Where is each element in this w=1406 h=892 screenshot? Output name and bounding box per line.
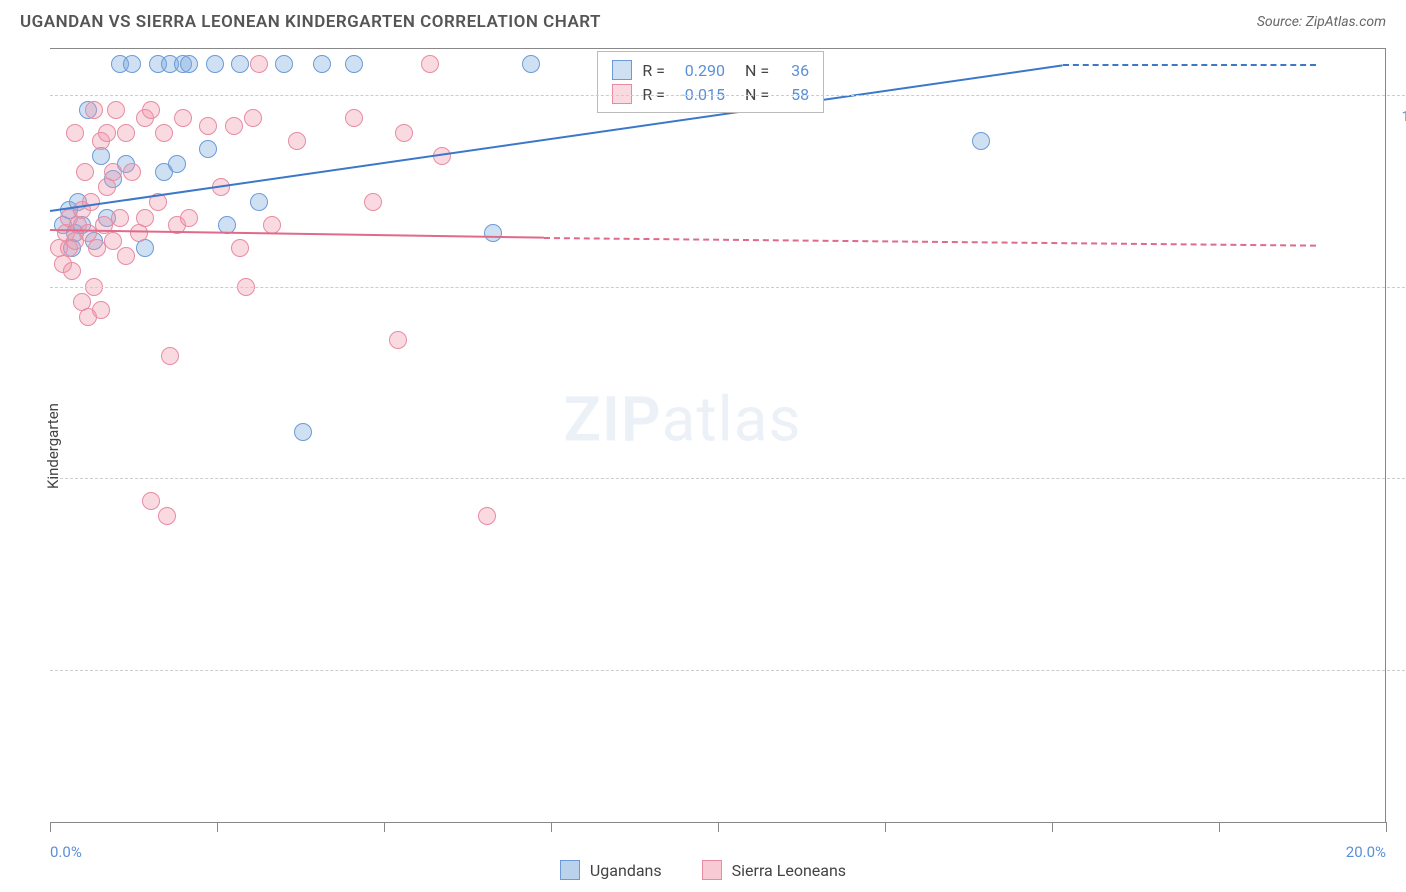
- scatter-point: [199, 117, 217, 135]
- scatter-point: [180, 55, 198, 73]
- scatter-point: [522, 55, 540, 73]
- scatter-point: [395, 124, 413, 142]
- x-tick-label: 0.0%: [50, 843, 82, 861]
- scatter-point: [250, 55, 268, 73]
- chart-title: UGANDAN VS SIERRA LEONEAN KINDERGARTEN C…: [20, 12, 601, 32]
- scatter-point: [98, 178, 116, 196]
- x-tick: [551, 822, 552, 832]
- scatter-point: [225, 117, 243, 135]
- stat-n-label: N =: [745, 61, 769, 80]
- scatter-point: [123, 163, 141, 181]
- gridline: [50, 478, 1406, 479]
- trend-line-dashed: [1063, 64, 1316, 66]
- scatter-point: [98, 124, 116, 142]
- scatter-point: [123, 55, 141, 73]
- x-axis: 0.0%20.0%: [50, 822, 1386, 852]
- scatter-point: [130, 224, 148, 242]
- y-tick-label: 100.0%: [1392, 109, 1406, 125]
- scatter-point: [155, 124, 173, 142]
- watermark: ZIPatlas: [564, 384, 802, 457]
- scatter-point: [231, 55, 249, 73]
- scatter-point: [345, 109, 363, 127]
- legend-label: Sierra Leoneans: [732, 861, 846, 880]
- legend-label: Ugandans: [590, 861, 662, 880]
- gridline: [50, 287, 1406, 288]
- trend-line: [50, 229, 544, 239]
- legend-swatch: [560, 860, 580, 880]
- scatter-point: [168, 155, 186, 173]
- scatter-point: [142, 492, 160, 510]
- trend-line: [50, 64, 1063, 212]
- scatter-point: [972, 132, 990, 150]
- scatter-point: [345, 55, 363, 73]
- stat-r-value: 0.290: [675, 61, 725, 80]
- y-tick-label: 97.5%: [1392, 301, 1406, 317]
- stat-n-value: 36: [779, 61, 809, 80]
- scatter-point: [107, 101, 125, 119]
- stats-box: R =0.290N =36R =-0.015N =58: [597, 51, 824, 113]
- scatter-point: [104, 163, 122, 181]
- scatter-point: [117, 124, 135, 142]
- gridline: [50, 95, 1406, 96]
- x-tick: [50, 822, 51, 832]
- scatter-point: [117, 247, 135, 265]
- scatter-point: [111, 209, 129, 227]
- x-tick: [885, 822, 886, 832]
- scatter-point: [161, 347, 179, 365]
- scatter-point: [136, 209, 154, 227]
- x-tick: [1052, 822, 1053, 832]
- y-tick-label: 95.0%: [1392, 492, 1406, 508]
- chart-container: ZIPatlas R =0.290N =36R =-0.015N =58 92.…: [50, 48, 1386, 822]
- scatter-point: [389, 331, 407, 349]
- watermark-atlas: atlas: [662, 384, 802, 457]
- x-tick: [1386, 822, 1387, 832]
- scatter-point: [136, 239, 154, 257]
- scatter-point: [478, 507, 496, 525]
- scatter-point: [142, 101, 160, 119]
- chart-legend: Ugandans Sierra Leoneans: [0, 860, 1406, 880]
- scatter-point: [244, 109, 262, 127]
- chart-header: UGANDAN VS SIERRA LEONEAN KINDERGARTEN C…: [0, 0, 1406, 40]
- stat-r-label: R =: [642, 61, 665, 80]
- x-tick: [718, 822, 719, 832]
- scatter-point: [76, 163, 94, 181]
- scatter-point: [206, 55, 224, 73]
- scatter-point: [66, 124, 84, 142]
- scatter-point: [250, 193, 268, 211]
- chart-source: Source: ZipAtlas.com: [1257, 14, 1386, 30]
- scatter-point: [85, 101, 103, 119]
- scatter-point: [294, 423, 312, 441]
- scatter-point: [275, 55, 293, 73]
- legend-swatch: [702, 860, 722, 880]
- scatter-point: [288, 132, 306, 150]
- legend-item: Ugandans: [560, 860, 662, 880]
- x-tick: [1219, 822, 1220, 832]
- scatter-point: [63, 262, 81, 280]
- scatter-point: [364, 193, 382, 211]
- scatter-point: [174, 109, 192, 127]
- x-tick-label: 20.0%: [1346, 843, 1386, 861]
- y-axis-label: Kindergarten: [44, 403, 62, 489]
- scatter-point: [484, 224, 502, 242]
- stats-swatch: [612, 60, 632, 80]
- scatter-point: [421, 55, 439, 73]
- scatter-point: [92, 147, 110, 165]
- plot-area: ZIPatlas: [50, 49, 1315, 822]
- scatter-point: [231, 239, 249, 257]
- stats-row: R = 0.290 N = 36: [612, 58, 809, 82]
- trend-line-dashed: [544, 237, 1316, 247]
- x-tick: [217, 822, 218, 832]
- y-tick-label: 92.5%: [1392, 684, 1406, 700]
- scatter-point: [104, 232, 122, 250]
- legend-item: Sierra Leoneans: [702, 860, 846, 880]
- scatter-point: [199, 140, 217, 158]
- x-tick: [384, 822, 385, 832]
- watermark-zip: ZIP: [564, 384, 662, 457]
- scatter-point: [313, 55, 331, 73]
- scatter-point: [92, 301, 110, 319]
- gridline: [50, 670, 1406, 671]
- scatter-point: [158, 507, 176, 525]
- scatter-point: [180, 209, 198, 227]
